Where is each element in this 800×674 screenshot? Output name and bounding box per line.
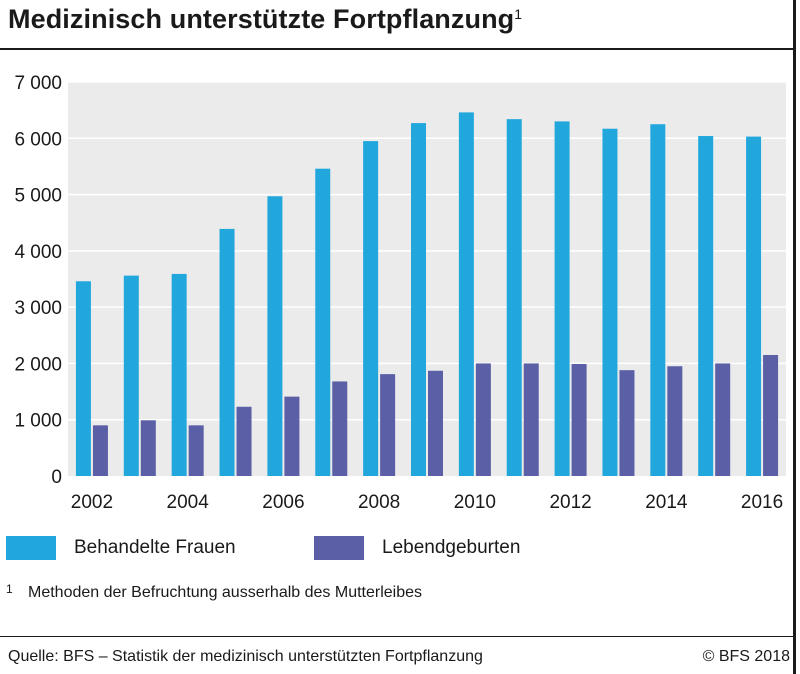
y-tick-label: 7 000	[14, 73, 62, 94]
bar-lebend	[92, 425, 108, 476]
x-tick-label: 2004	[167, 492, 210, 513]
footnote-text: Methoden der Befruchtung ausserhalb des …	[28, 584, 423, 601]
legend-label-lebend: Lebendgeburten	[382, 537, 521, 558]
x-tick-label: 2016	[741, 492, 783, 513]
legend-item-lebend: Lebendgeburten	[314, 536, 520, 560]
title-rule	[0, 48, 796, 50]
legend-swatch-lebend	[314, 536, 364, 560]
bar-lebend	[475, 363, 491, 476]
bar-lebend	[523, 363, 539, 476]
chart-title: Medizinisch unterstützte Fortpflanzung1	[8, 4, 522, 35]
bar-behandelte	[123, 275, 139, 476]
x-tick-label: 2012	[549, 492, 591, 513]
bar-behandelte	[75, 281, 91, 476]
bar-behandelte	[746, 136, 762, 476]
title-footnote-mark: 1	[514, 6, 523, 22]
footnote: 1 Methoden der Befruchtung ausserhalb de…	[6, 582, 423, 602]
x-tick-label: 2010	[454, 492, 496, 513]
bar-behandelte	[554, 121, 570, 477]
bar-lebend	[428, 370, 443, 476]
bar-behandelte	[698, 136, 714, 476]
bar-behandelte	[602, 128, 618, 476]
source-text: Quelle: BFS – Statistik der medizinisch …	[8, 648, 483, 665]
bar-lebend	[715, 363, 731, 476]
footnote-mark: 1	[6, 582, 13, 596]
y-tick-label: 3 000	[14, 298, 62, 319]
bar-lebend	[140, 420, 156, 476]
bar-lebend	[667, 366, 683, 476]
bar-behandelte	[219, 228, 235, 476]
bar-behandelte	[506, 119, 522, 477]
bar-lebend	[380, 374, 396, 476]
bar-behandelte	[363, 141, 379, 476]
bar-behandelte	[650, 124, 666, 476]
legend-swatch-behandelte	[6, 536, 56, 560]
bar-lebend	[236, 406, 252, 476]
legend: Behandelte Frauen Lebendgeburten	[0, 536, 796, 562]
bar-lebend	[571, 363, 587, 476]
bar-chart: 0 1 000 2 000 3 000 4 000 5 000 6 000 7 000 200…	[14, 73, 786, 513]
y-tick-label: 2 000	[14, 354, 62, 375]
bar-behandelte	[458, 112, 474, 476]
y-tick-label: 4 000	[14, 242, 62, 263]
x-tick-label: 2002	[71, 492, 113, 513]
bar-lebend	[332, 381, 348, 476]
plot-area	[68, 82, 786, 476]
x-tick-label: 2014	[645, 492, 688, 513]
source-rule	[0, 636, 796, 637]
bar-lebend	[763, 354, 779, 476]
x-tick-label: 2006	[262, 492, 304, 513]
legend-label-behandelte: Behandelte Frauen	[74, 537, 236, 558]
bar-behandelte	[315, 168, 331, 476]
copyright-text: © BFS 2018	[702, 648, 790, 665]
bar-behandelte	[171, 273, 187, 476]
y-tick-label: 1 000	[14, 411, 62, 432]
y-tick-label: 5 000	[14, 186, 62, 207]
chart-title-text: Medizinisch unterstützte Fortpflanzung	[8, 4, 515, 34]
bar-lebend	[188, 425, 204, 476]
bar-behandelte	[267, 196, 283, 476]
legend-item-behandelte: Behandelte Frauen	[6, 536, 236, 560]
bar-behandelte	[411, 123, 426, 477]
x-tick-label: 2008	[358, 492, 400, 513]
y-tick-label: 0	[51, 467, 62, 488]
bar-lebend	[284, 396, 300, 476]
y-tick-label: 6 000	[14, 129, 62, 150]
bar-lebend	[619, 370, 635, 476]
